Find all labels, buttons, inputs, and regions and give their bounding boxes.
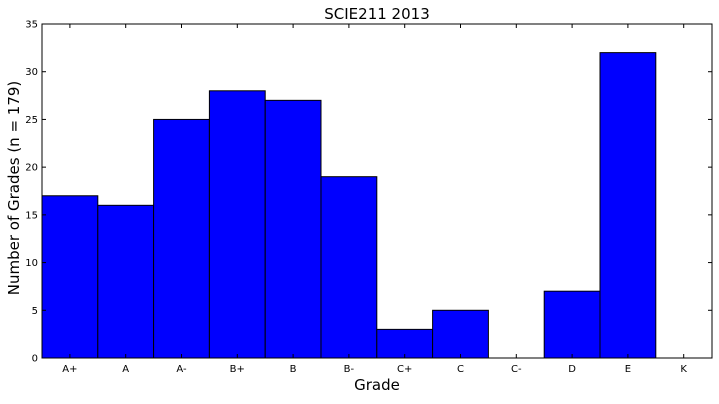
x-tick-label: B bbox=[290, 364, 297, 375]
y-axis-label: Number of Grades (n = 179) bbox=[5, 81, 23, 296]
bars-group bbox=[41, 52, 657, 359]
ticks-group: A+ A A- B+ B B- C+ C C- D E K 0 5 10 15 20 25 30 35 bbox=[25, 20, 712, 375]
y-tick-label: 30 bbox=[25, 67, 38, 78]
y-tick-label: 5 bbox=[32, 306, 38, 317]
bar-A+ bbox=[41, 195, 99, 359]
bar-B bbox=[264, 99, 322, 359]
y-tick-label: 10 bbox=[25, 258, 38, 269]
x-tick-label: B+ bbox=[230, 364, 245, 375]
x-tick-label: K bbox=[680, 364, 687, 375]
plot-area-frame bbox=[41, 23, 713, 359]
x-tick-label: E bbox=[625, 364, 631, 375]
y-tick-label: 35 bbox=[25, 20, 38, 31]
x-tick-label: C+ bbox=[397, 364, 412, 375]
bar-B+ bbox=[208, 90, 266, 359]
bar-C bbox=[432, 309, 489, 359]
y-tick-label: 25 bbox=[25, 115, 38, 126]
x-tick-label: A+ bbox=[62, 364, 77, 375]
bar-C+ bbox=[376, 328, 434, 359]
x-tick-label: D bbox=[568, 364, 576, 375]
y-tick-label: 0 bbox=[32, 354, 38, 365]
bar-A- bbox=[153, 118, 210, 359]
bar-D bbox=[543, 290, 601, 359]
bar-A bbox=[97, 204, 155, 359]
x-tick-label: A bbox=[122, 364, 129, 375]
x-tick-label: B- bbox=[344, 364, 355, 375]
chart-title: SCIE211 2013 bbox=[324, 5, 429, 23]
x-axis-label: Grade bbox=[354, 376, 400, 394]
x-tick-label: C- bbox=[511, 364, 522, 375]
bar-E bbox=[599, 52, 657, 359]
x-tick-label: C bbox=[457, 364, 464, 375]
bar-B- bbox=[320, 176, 378, 359]
y-tick-label: 15 bbox=[25, 210, 38, 221]
y-tick-label: 20 bbox=[25, 163, 38, 174]
x-tick-label: A- bbox=[176, 364, 187, 375]
